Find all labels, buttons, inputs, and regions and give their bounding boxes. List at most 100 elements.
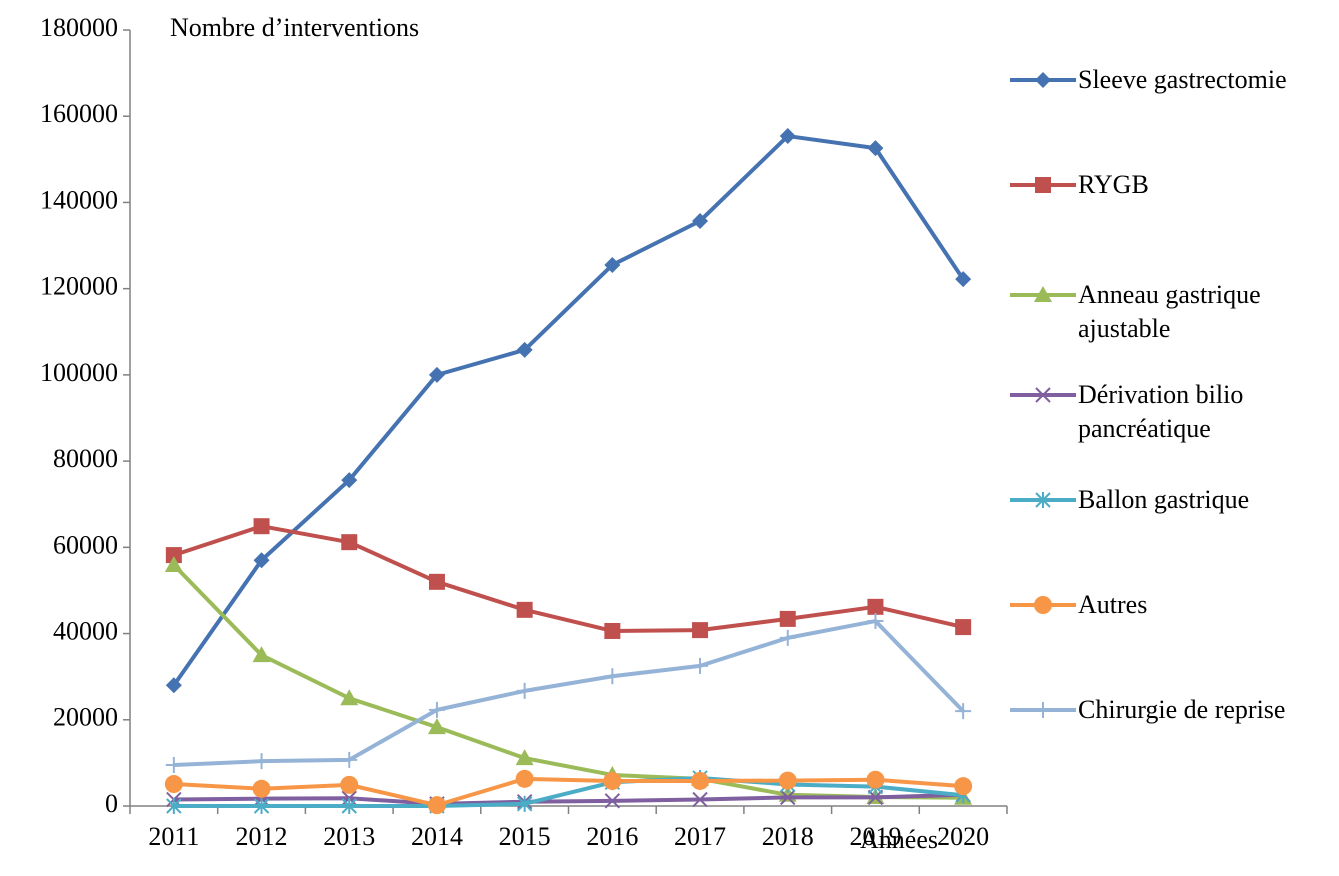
marker (165, 677, 182, 694)
marker (866, 770, 885, 789)
marker (340, 775, 359, 794)
marker (341, 751, 358, 768)
legend-label: Dérivation bilio pancréatique (1078, 380, 1244, 443)
marker (340, 689, 359, 706)
marker (253, 518, 270, 535)
line (173, 776, 964, 808)
marker (692, 657, 709, 674)
marker (515, 769, 534, 788)
y-tick-label: 60000 (53, 530, 118, 559)
x-tick-label: 2020 (937, 822, 989, 851)
marker (779, 610, 796, 627)
marker (428, 573, 445, 590)
series (164, 556, 973, 805)
legend-label: Anneau gastrique ajustable (1078, 280, 1261, 343)
line (173, 524, 964, 633)
series (165, 613, 972, 774)
marker (955, 619, 972, 636)
y-tick-label: 20000 (53, 703, 118, 732)
marker (427, 796, 446, 815)
marker (165, 547, 182, 564)
y-tick-label: 0 (105, 789, 118, 818)
marker (341, 534, 358, 551)
marker (252, 779, 271, 798)
marker (164, 775, 183, 794)
marker (253, 552, 270, 569)
marker (341, 798, 357, 814)
marker (780, 789, 796, 806)
y-tick-label: 40000 (53, 617, 118, 646)
line (173, 775, 964, 808)
x-axis-label: Années (860, 825, 938, 854)
marker (165, 757, 182, 774)
y-axis-label: Nombre d’interventions (170, 13, 419, 42)
series (165, 128, 972, 694)
marker (692, 791, 708, 808)
marker (516, 795, 533, 812)
y-tick-label: 140000 (40, 185, 118, 214)
line (173, 619, 965, 768)
marker (164, 556, 183, 573)
line (172, 563, 964, 800)
legend-label: Autres (1078, 590, 1148, 619)
marker (692, 622, 709, 639)
marker (516, 341, 533, 358)
marker (341, 472, 358, 489)
x-tick-label: 2018 (762, 822, 814, 851)
marker (604, 256, 621, 273)
marker (516, 682, 533, 699)
x-tick-label: 2011 (148, 822, 199, 851)
y-tick-label: 120000 (40, 272, 118, 301)
marker (166, 798, 182, 814)
marker (1034, 596, 1052, 614)
y-tick-label: 100000 (40, 358, 118, 387)
marker (955, 271, 972, 288)
series (165, 518, 972, 639)
y-tick-label: 80000 (53, 444, 118, 473)
marker (427, 718, 446, 735)
marker (1035, 177, 1051, 193)
x-tick-label: 2013 (323, 822, 375, 851)
x-tick-label: 2017 (674, 822, 726, 851)
marker (954, 777, 973, 796)
legend-label: Chirurgie de reprise (1078, 695, 1286, 724)
x-tick-label: 2014 (411, 822, 463, 851)
legend-label: Sleeve gastrectomie (1078, 65, 1287, 94)
marker (867, 140, 884, 157)
line (172, 134, 965, 687)
marker (955, 703, 972, 720)
x-tick-label: 2019 (849, 822, 901, 851)
y-tick-label: 160000 (40, 99, 118, 128)
marker (867, 789, 884, 806)
marker (779, 128, 796, 145)
marker (252, 646, 271, 663)
marker (692, 212, 709, 229)
marker (603, 771, 622, 790)
x-tick-label: 2016 (586, 822, 638, 851)
marker (1035, 492, 1051, 508)
y-tick-label: 180000 (40, 13, 118, 42)
marker (604, 622, 621, 639)
marker (867, 598, 884, 615)
marker (515, 749, 534, 766)
marker (867, 613, 884, 630)
marker (253, 753, 270, 770)
marker (779, 629, 796, 646)
x-tick-label: 2012 (236, 822, 288, 851)
x-tick-label: 2015 (499, 822, 551, 851)
marker (1035, 702, 1051, 718)
marker (516, 601, 533, 618)
marker (428, 366, 445, 383)
marker (1034, 286, 1052, 302)
marker (778, 771, 797, 790)
marker (691, 771, 710, 790)
marker (1035, 387, 1051, 403)
marker (1035, 72, 1051, 88)
series (164, 769, 973, 815)
marker (604, 793, 621, 809)
line (173, 792, 964, 806)
legend-label: RYGB (1078, 170, 1149, 199)
marker (428, 701, 445, 718)
